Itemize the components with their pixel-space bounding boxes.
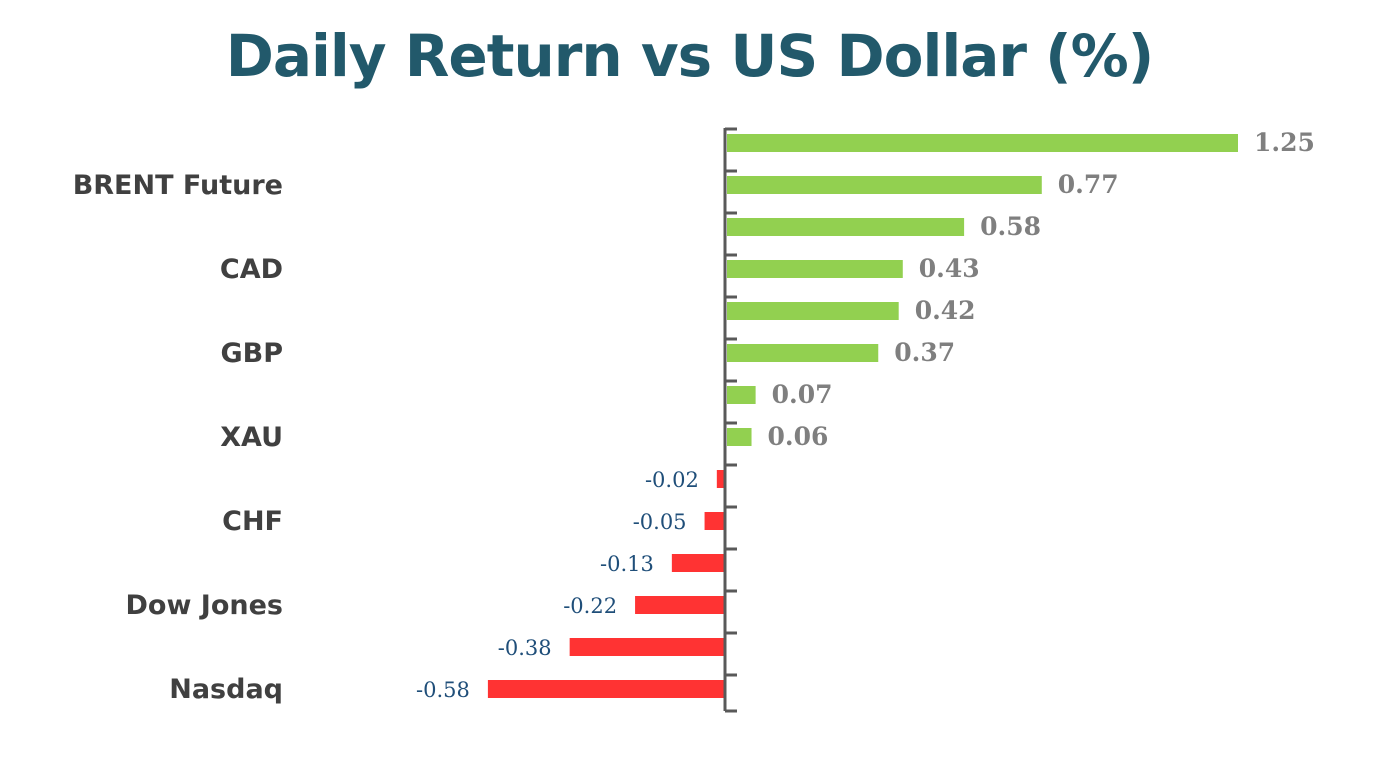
category-label: CHF	[222, 506, 283, 537]
bar	[671, 554, 725, 572]
data-label: 0.77	[1058, 170, 1119, 199]
category-label: Dow Jones	[125, 590, 283, 621]
bar	[716, 470, 725, 488]
bar	[727, 260, 903, 278]
category-label: Nasdaq	[169, 674, 283, 705]
category-label: BRENT Future	[73, 170, 283, 201]
bar	[727, 344, 879, 362]
bar	[635, 596, 725, 614]
category-label: XAU	[220, 422, 283, 453]
bar	[727, 302, 899, 320]
category-label: CAD	[220, 254, 283, 285]
data-label: 0.43	[919, 254, 980, 283]
data-label: 0.42	[915, 296, 976, 325]
bar	[487, 680, 725, 698]
data-label: -0.58	[416, 678, 470, 702]
data-label: 0.58	[980, 212, 1041, 241]
bar	[727, 134, 1238, 152]
data-label: -0.22	[563, 594, 617, 618]
data-label: -0.02	[645, 468, 699, 492]
bar	[727, 386, 756, 404]
bar	[704, 512, 725, 530]
data-label: 0.06	[768, 422, 829, 451]
bar	[727, 218, 965, 236]
data-label: -0.05	[633, 510, 687, 534]
data-label: 0.37	[894, 338, 955, 367]
data-label: 1.25	[1254, 128, 1315, 157]
data-label: 0.07	[772, 380, 833, 409]
bar	[727, 428, 752, 446]
chart-title: Daily Return vs US Dollar (%)	[225, 22, 1155, 90]
data-label: -0.38	[498, 636, 552, 660]
bar	[727, 176, 1042, 194]
category-label: GBP	[220, 338, 283, 369]
bar	[569, 638, 725, 656]
data-label: -0.13	[600, 552, 654, 576]
